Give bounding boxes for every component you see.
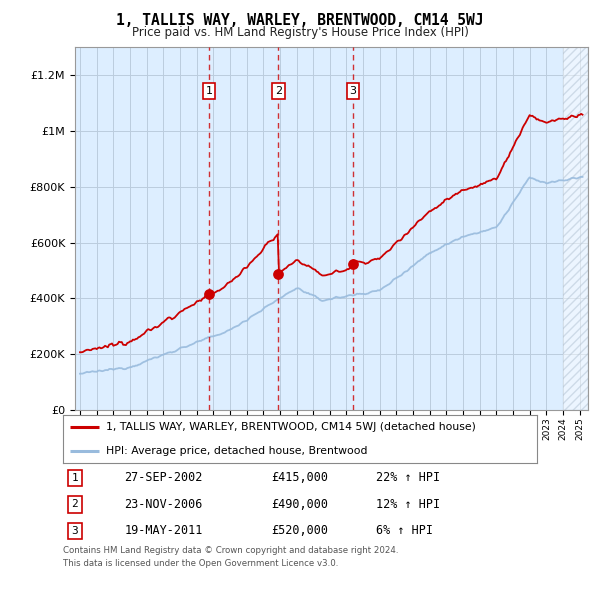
Text: 2: 2 xyxy=(275,86,282,96)
Text: £520,000: £520,000 xyxy=(272,525,329,537)
Text: 19-MAY-2011: 19-MAY-2011 xyxy=(125,525,203,537)
Text: 27-SEP-2002: 27-SEP-2002 xyxy=(125,471,203,484)
Text: Contains HM Land Registry data © Crown copyright and database right 2024.: Contains HM Land Registry data © Crown c… xyxy=(63,546,398,555)
Text: 12% ↑ HPI: 12% ↑ HPI xyxy=(376,498,440,511)
Text: This data is licensed under the Open Government Licence v3.0.: This data is licensed under the Open Gov… xyxy=(63,559,338,568)
Text: 3: 3 xyxy=(349,86,356,96)
Text: 23-NOV-2006: 23-NOV-2006 xyxy=(125,498,203,511)
Text: 1: 1 xyxy=(205,86,212,96)
Text: 1, TALLIS WAY, WARLEY, BRENTWOOD, CM14 5WJ (detached house): 1, TALLIS WAY, WARLEY, BRENTWOOD, CM14 5… xyxy=(106,422,476,432)
Text: 22% ↑ HPI: 22% ↑ HPI xyxy=(376,471,440,484)
Text: 6% ↑ HPI: 6% ↑ HPI xyxy=(376,525,433,537)
Point xyxy=(274,269,283,278)
Text: 3: 3 xyxy=(71,526,78,536)
Bar xyxy=(563,47,588,410)
Text: £415,000: £415,000 xyxy=(272,471,329,484)
Point xyxy=(204,290,214,299)
Text: HPI: Average price, detached house, Brentwood: HPI: Average price, detached house, Bren… xyxy=(106,446,367,456)
Text: 2: 2 xyxy=(71,500,78,509)
Text: £490,000: £490,000 xyxy=(272,498,329,511)
Text: 1: 1 xyxy=(71,473,78,483)
Text: Price paid vs. HM Land Registry's House Price Index (HPI): Price paid vs. HM Land Registry's House … xyxy=(131,26,469,39)
Text: 1, TALLIS WAY, WARLEY, BRENTWOOD, CM14 5WJ: 1, TALLIS WAY, WARLEY, BRENTWOOD, CM14 5… xyxy=(116,13,484,28)
Point xyxy=(348,260,358,269)
